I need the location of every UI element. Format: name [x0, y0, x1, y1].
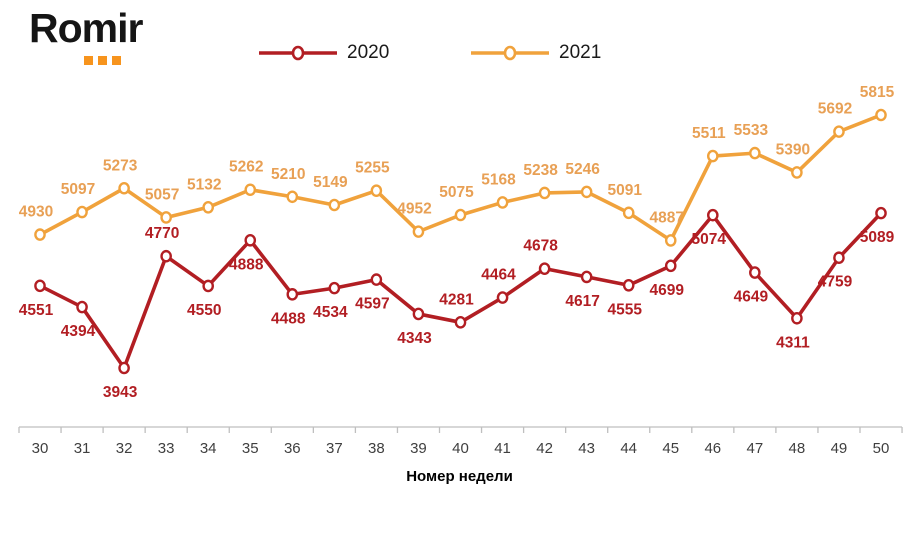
svg-text:42: 42 — [536, 440, 553, 457]
svg-text:49: 49 — [831, 440, 848, 457]
svg-text:5057: 5057 — [145, 186, 179, 203]
svg-text:4311: 4311 — [776, 334, 810, 351]
svg-text:38: 38 — [368, 440, 385, 457]
svg-text:5255: 5255 — [355, 160, 390, 177]
legend-line-marker-2021-icon — [471, 45, 549, 61]
svg-text:5262: 5262 — [229, 159, 263, 176]
svg-text:45: 45 — [662, 440, 679, 457]
romir-logo: Romir — [29, 8, 169, 70]
svg-text:46: 46 — [704, 440, 721, 457]
svg-text:4534: 4534 — [313, 304, 348, 321]
series-2021-data-labels: 4930 5097 5273 5057 5132 5262 5210 5149 5255 4952… — [19, 84, 895, 226]
svg-text:5091: 5091 — [607, 182, 642, 199]
x-tick-labels: 30 31 32 33 34 35 36 37 38 39 40 41 42 43 44 45 46 47 48 49… — [32, 440, 890, 457]
svg-text:39: 39 — [410, 440, 427, 457]
svg-text:44: 44 — [620, 440, 637, 457]
svg-text:37: 37 — [326, 440, 343, 457]
svg-text:5149: 5149 — [313, 174, 348, 191]
svg-text:30: 30 — [32, 440, 49, 457]
svg-text:5533: 5533 — [734, 122, 769, 139]
svg-text:5246: 5246 — [565, 161, 600, 178]
svg-text:5074: 5074 — [692, 231, 727, 248]
svg-text:4597: 4597 — [355, 296, 389, 313]
svg-text:3943: 3943 — [103, 384, 138, 401]
svg-text:50: 50 — [873, 440, 890, 457]
svg-text:5273: 5273 — [103, 157, 138, 174]
logo-text: Romir — [29, 5, 143, 51]
logo-dots-icon — [84, 56, 121, 65]
svg-text:5238: 5238 — [523, 162, 558, 179]
svg-text:5210: 5210 — [271, 166, 305, 183]
svg-text:5132: 5132 — [187, 176, 221, 193]
svg-text:4394: 4394 — [61, 323, 96, 340]
svg-text:5815: 5815 — [860, 84, 895, 101]
svg-text:34: 34 — [200, 440, 217, 457]
svg-text:4550: 4550 — [187, 302, 221, 319]
svg-text:4343: 4343 — [397, 330, 432, 347]
legend-label-2021: 2021 — [559, 42, 602, 63]
svg-text:4649: 4649 — [734, 289, 769, 306]
svg-text:5168: 5168 — [481, 171, 516, 188]
svg-text:4464: 4464 — [481, 267, 516, 284]
svg-text:4281: 4281 — [439, 291, 474, 308]
svg-text:5692: 5692 — [818, 101, 852, 118]
svg-text:43: 43 — [578, 440, 595, 457]
svg-text:48: 48 — [789, 440, 806, 457]
svg-text:36: 36 — [284, 440, 301, 457]
legend-item-2020: 2020 — [258, 41, 389, 65]
svg-text:4555: 4555 — [607, 301, 642, 318]
svg-text:4952: 4952 — [397, 201, 431, 218]
x-axis-title: Номер недели — [406, 468, 513, 485]
svg-text:32: 32 — [116, 440, 133, 457]
svg-text:4770: 4770 — [145, 225, 179, 242]
svg-text:41: 41 — [494, 440, 511, 457]
svg-text:35: 35 — [242, 440, 259, 457]
legend-item-2021: 2021 — [470, 41, 601, 65]
svg-text:4887: 4887 — [650, 209, 684, 226]
svg-text:5390: 5390 — [776, 141, 810, 158]
svg-text:31: 31 — [74, 440, 91, 457]
svg-text:5097: 5097 — [61, 181, 95, 198]
svg-text:5511: 5511 — [692, 125, 726, 142]
svg-text:4551: 4551 — [19, 302, 54, 319]
svg-text:5089: 5089 — [860, 229, 895, 246]
svg-text:4759: 4759 — [818, 274, 853, 291]
series-2020-data-labels: 4551 4394 3943 4770 4550 4888 4488 4534 4597 4343… — [19, 225, 895, 401]
svg-text:33: 33 — [158, 440, 175, 457]
svg-text:40: 40 — [452, 440, 469, 457]
svg-text:4678: 4678 — [523, 238, 558, 255]
x-axis — [18, 426, 903, 433]
series-2021-markers — [34, 108, 887, 247]
legend-label-2020: 2020 — [347, 42, 390, 63]
series-2020-markers — [34, 206, 887, 375]
svg-text:4888: 4888 — [229, 256, 264, 273]
svg-text:5075: 5075 — [439, 184, 474, 201]
svg-text:4488: 4488 — [271, 310, 306, 327]
legend-line-marker-2020-icon — [259, 45, 337, 61]
svg-text:4930: 4930 — [19, 204, 53, 221]
svg-text:47: 47 — [747, 440, 764, 457]
svg-text:4617: 4617 — [565, 293, 599, 310]
svg-text:4699: 4699 — [650, 282, 685, 299]
